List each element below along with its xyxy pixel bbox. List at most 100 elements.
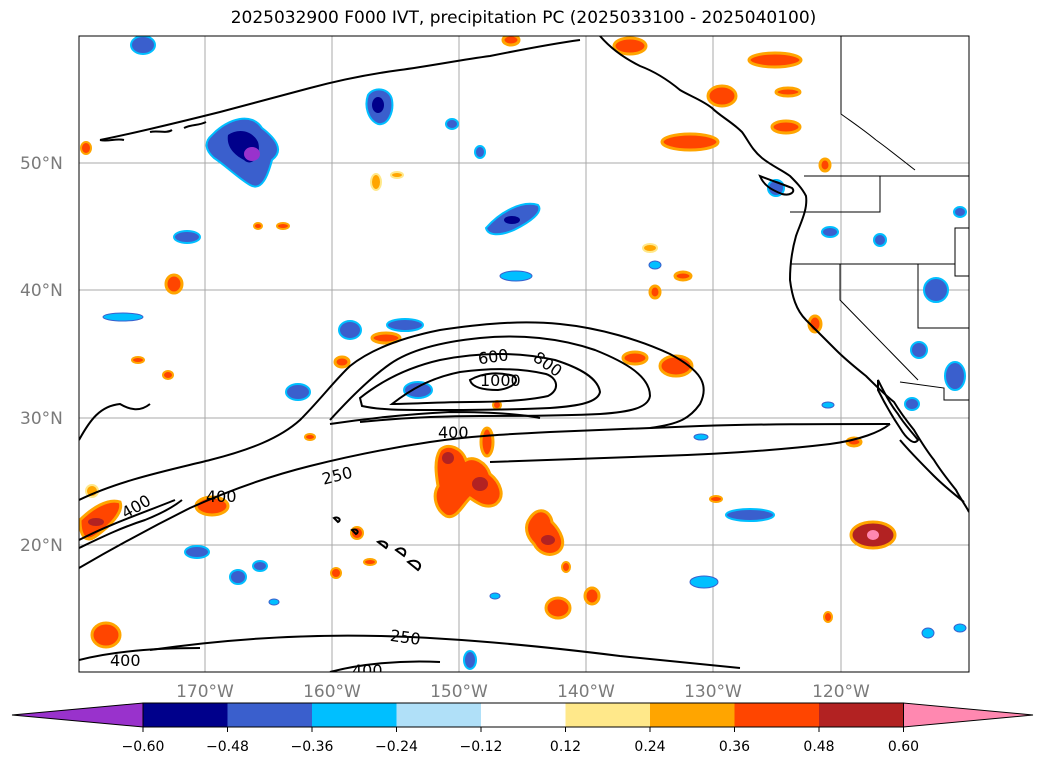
lon-tick-label: 140°W	[557, 682, 615, 702]
contour-label: 400	[110, 651, 141, 670]
north-america-coastline	[599, 36, 969, 513]
positive-precip-blob	[673, 270, 693, 282]
precip-negative-regions	[102, 36, 967, 670]
lat-tick-label: 40°N	[20, 281, 63, 301]
negative-precip-blob	[130, 36, 156, 55]
contour-label: 400	[352, 661, 383, 680]
ivt-contour-800	[389, 368, 557, 406]
negative-precip-blob	[725, 508, 775, 522]
hawaii-island-chain	[332, 516, 422, 572]
mexico-coast	[899, 439, 965, 503]
negative-precip-blob	[268, 598, 280, 606]
alaska-canada-border	[840, 36, 877, 141]
negative-precip-blob	[923, 277, 949, 303]
ivt-contour-600	[358, 353, 602, 411]
positive-precip-blob	[583, 586, 601, 606]
ivt-contour-1000	[468, 372, 517, 392]
positive-precip-blob	[363, 558, 377, 566]
us-mexico-border	[899, 381, 969, 401]
positive-precip-blob	[162, 370, 174, 380]
negative-precip-blob	[910, 341, 928, 359]
negative-precip-blob	[904, 397, 920, 411]
aleutian-islands	[99, 121, 207, 142]
alaska-peninsula-chain	[99, 39, 581, 141]
negative-precip-blob	[821, 226, 839, 238]
lon-tick-label: 150°W	[430, 682, 488, 702]
ivt-contour-400-outer	[79, 410, 541, 541]
positive-precip-blob	[561, 561, 571, 573]
positive-precip-blob	[304, 433, 316, 441]
negative-precip-blob	[873, 233, 887, 247]
negative-precip-blob	[953, 206, 967, 218]
negative-precip-blob	[403, 381, 433, 399]
canada-province-border	[875, 139, 916, 171]
positive-precip-blob	[472, 477, 488, 491]
positive-precip-blob	[164, 273, 184, 295]
colorbar-segment	[734, 703, 820, 727]
colorbar-tick-label: 0.60	[888, 739, 919, 755]
positive-precip-blob	[818, 157, 832, 173]
positive-precip-blob	[658, 354, 694, 378]
lon-tick-label: 130°W	[684, 682, 742, 702]
colorbar-segment	[565, 703, 651, 727]
lon-tick-label: 160°W	[303, 682, 361, 702]
negative-precip-blob	[921, 627, 935, 639]
ivt-contour-250	[79, 423, 891, 569]
colorbar-tick-label: −0.48	[206, 739, 249, 755]
negative-precip-blob	[689, 575, 719, 589]
positive-precip-blob	[330, 567, 342, 579]
negative-precip-blob	[244, 147, 260, 161]
colorbar-tick-label: 0.24	[634, 739, 665, 755]
ivt-contour-west-400	[79, 499, 183, 549]
negative-precip-blob	[173, 230, 201, 244]
negative-precip-blob	[474, 145, 486, 159]
colorbar-tick-label: 0.12	[550, 739, 581, 755]
colorbar-tick-label: 0.36	[719, 739, 750, 755]
negative-precip-blob	[252, 560, 268, 572]
positive-precip-blob	[867, 530, 879, 540]
ivt-contour-400-mid	[329, 335, 652, 423]
colorbar-extend-max	[903, 702, 1034, 728]
political-borders	[790, 36, 969, 401]
ivt-contour-west-250	[79, 402, 151, 441]
colorbar-segment	[227, 703, 313, 727]
colorbar-tick-label: −0.12	[460, 739, 503, 755]
negative-precip-blob	[499, 270, 533, 282]
negative-precip-blob	[229, 569, 247, 585]
negative-precip-blob	[821, 401, 835, 409]
positive-precip-blob	[770, 119, 802, 135]
lon-tick-label: 120°W	[812, 682, 870, 702]
colorbar-segment	[819, 703, 904, 727]
vancouver-island	[758, 174, 795, 196]
contour-label: 400	[206, 487, 237, 506]
colorbar-frame	[142, 702, 904, 728]
lat-tick-label: 30°N	[20, 409, 63, 429]
colorbar-tick-label: −0.36	[291, 739, 334, 755]
positive-precip-blob	[442, 452, 454, 464]
positive-precip-blob	[660, 132, 720, 152]
positive-precip-blob	[370, 331, 402, 345]
lat-tick-label: 20°N	[20, 536, 63, 556]
colorbar-segment	[312, 703, 397, 727]
negative-precip-blob	[489, 592, 501, 600]
map-frame	[78, 35, 970, 673]
positive-precip-blob	[80, 141, 92, 155]
positive-precip-blob	[131, 356, 145, 364]
colorbar-segment	[143, 703, 228, 727]
contour-label: 250	[389, 626, 422, 649]
positive-precip-blob	[333, 355, 351, 369]
lon-tick-label: 170°W	[176, 682, 234, 702]
ivt-contour-250-north	[79, 321, 705, 501]
ivt-contours	[79, 321, 891, 672]
negative-precip-blob	[184, 545, 210, 559]
positive-precip-blob	[90, 621, 122, 649]
ivt-contour-southern-400	[79, 647, 201, 661]
positive-precip-blob	[544, 596, 572, 620]
contour-label: 600	[477, 345, 510, 368]
colorbar-tick-label: −0.24	[375, 739, 418, 755]
positive-precip-blob	[648, 284, 662, 300]
colorbar-segment	[650, 703, 735, 727]
positive-precip-blob	[88, 518, 104, 526]
lat-tick-label: 50°N	[20, 154, 63, 174]
